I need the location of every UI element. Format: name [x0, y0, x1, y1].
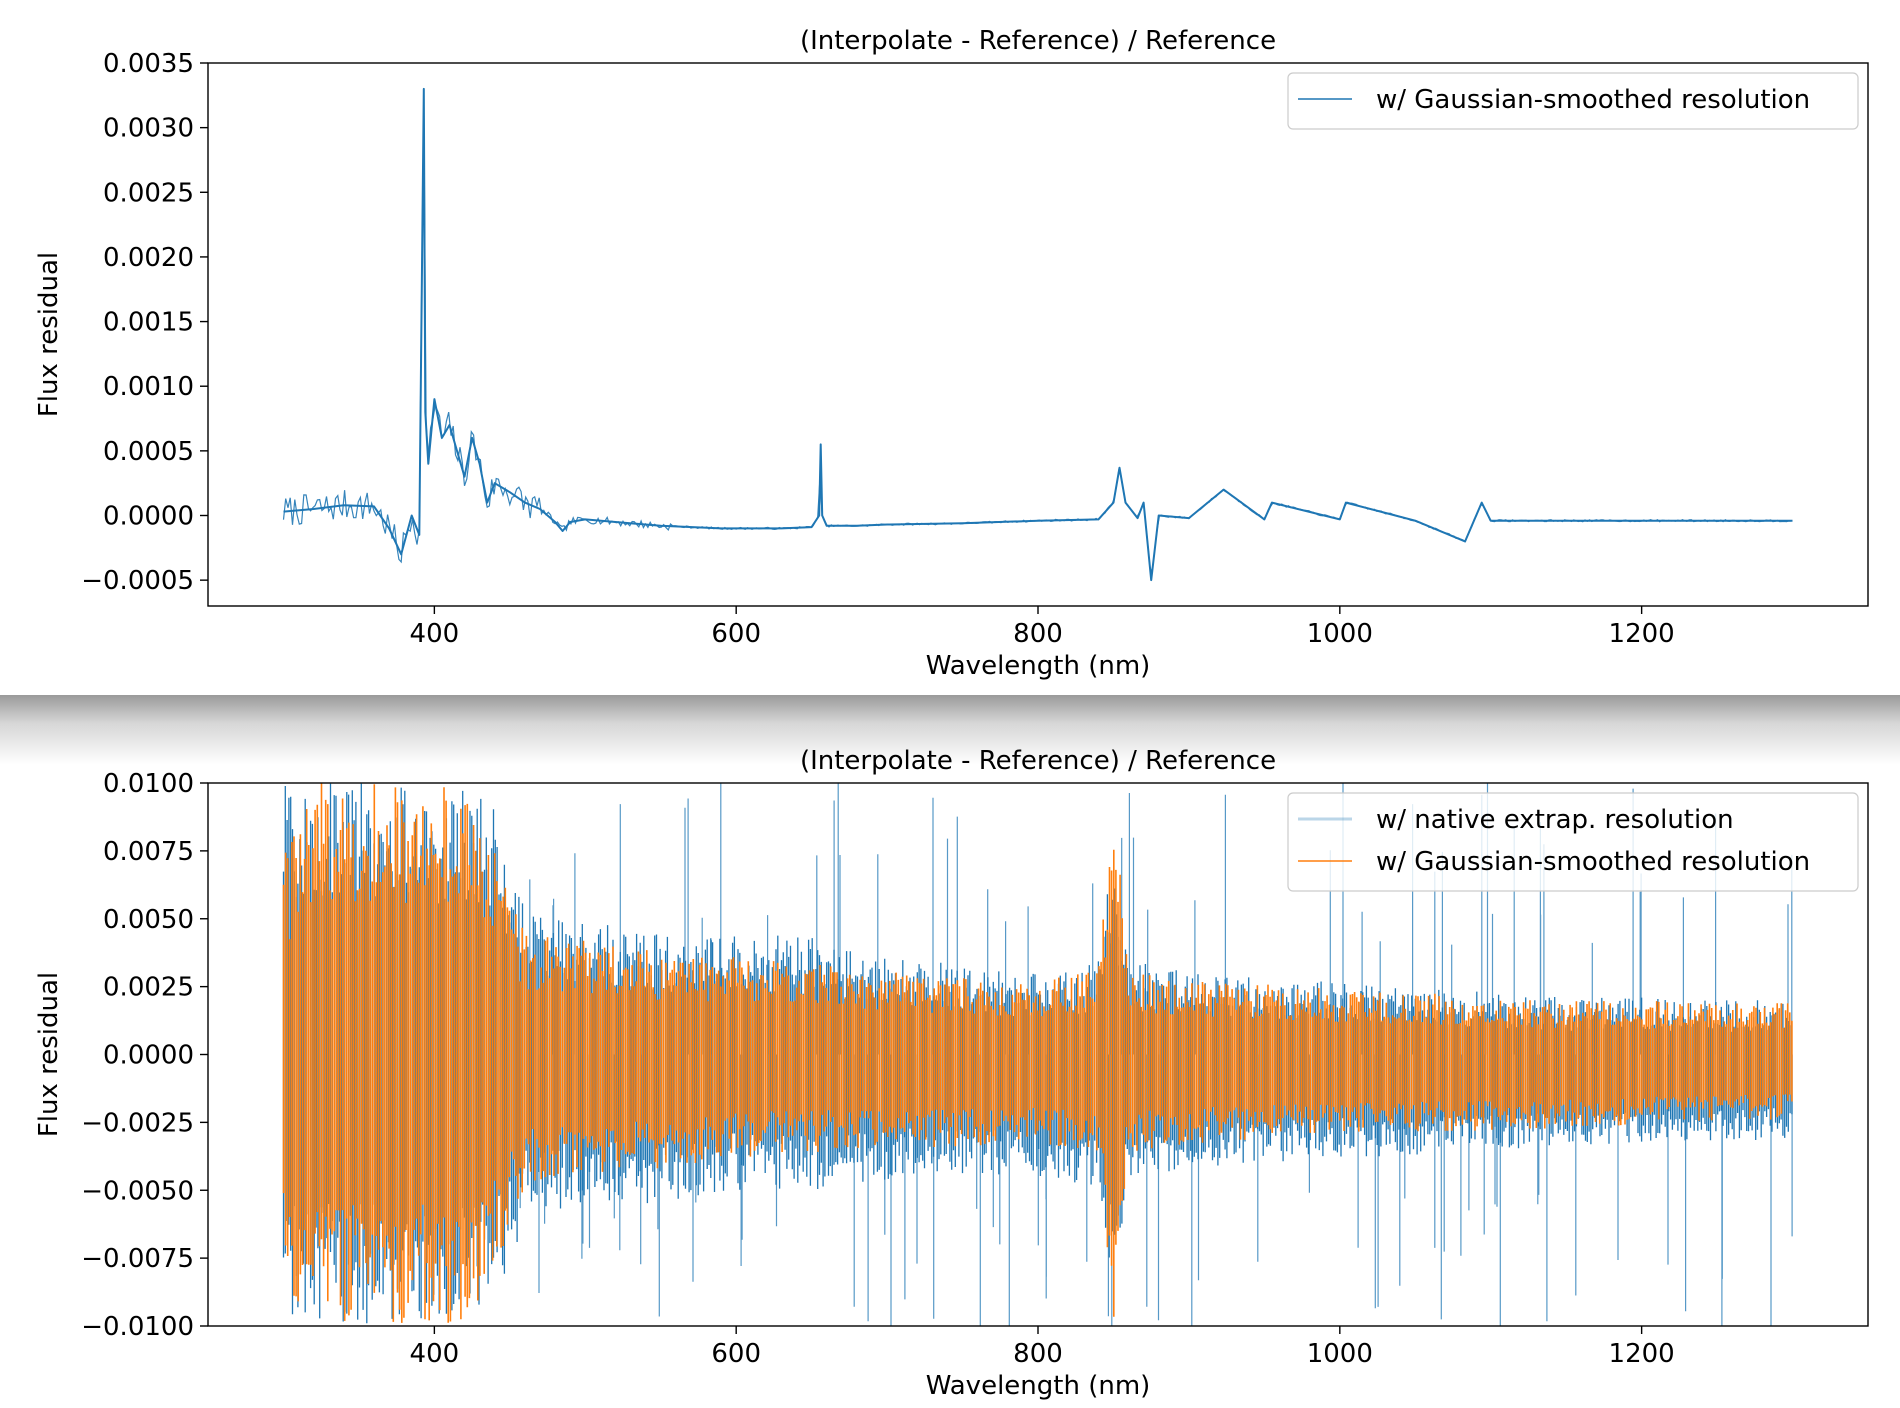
- y-tick-label: 0.0025: [103, 973, 194, 1003]
- x-tick-label: 400: [410, 1339, 460, 1369]
- y-tick-label: 0.0015: [103, 308, 194, 338]
- x-axis-label: Wavelength (nm): [926, 1371, 1151, 1401]
- y-tick-label: 0.0005: [103, 437, 194, 467]
- chart-title: (Interpolate - Reference) / Reference: [800, 748, 1276, 776]
- x-tick-label: 600: [711, 619, 761, 649]
- y-tick-label: 0.0020: [103, 243, 194, 273]
- screenshot-divider: [0, 695, 1900, 765]
- chart-top: (Interpolate - Reference) / Reference Wav…: [34, 26, 1869, 681]
- plot-frame: [207, 782, 1869, 1327]
- series-gaussian-smoothed: [282, 783, 1793, 1323]
- y-tick-label: 0.0100: [103, 769, 194, 799]
- series-noise-gaussian: [282, 99, 1792, 574]
- y-axis-label: Flux residual: [34, 972, 64, 1137]
- legend-label: w/ Gaussian-smoothed resolution: [1376, 847, 1810, 877]
- y-tick-label: −0.0025: [81, 1108, 194, 1138]
- legend-label: w/ native extrap. resolution: [1376, 805, 1734, 835]
- x-tick-label: 1000: [1307, 619, 1373, 649]
- y-tick-label: 0.0075: [103, 837, 194, 867]
- x-tick-label: 1000: [1307, 1339, 1373, 1369]
- chart-title: (Interpolate - Reference) / Reference: [800, 26, 1276, 56]
- y-tick-label: −0.0075: [81, 1244, 194, 1274]
- y-tick-label: 0.0000: [103, 502, 194, 532]
- x-axis-label: Wavelength (nm): [926, 651, 1151, 681]
- x-tick-label: 600: [711, 1339, 761, 1369]
- y-axis-label: Flux residual: [34, 252, 64, 417]
- y-tick-label: −0.0050: [81, 1176, 194, 1206]
- legend-label: w/ Gaussian-smoothed resolution: [1376, 85, 1810, 115]
- chart-bottom: (Interpolate - Reference) / Reference Wav…: [34, 748, 1869, 1401]
- x-tick-label: 1200: [1609, 619, 1675, 649]
- plot-area: [282, 783, 1793, 1326]
- y-tick-label: 0.0030: [103, 114, 194, 144]
- y-tick-label: 0.0010: [103, 372, 194, 402]
- y-tick-label: 0.0000: [103, 1041, 194, 1071]
- y-tick-label: 0.0050: [103, 905, 194, 935]
- x-tick-label: 800: [1013, 1339, 1063, 1369]
- plot-frame: [207, 62, 1869, 607]
- y-tick-label: −0.0100: [81, 1312, 194, 1342]
- y-tick-label: −0.0005: [81, 566, 194, 596]
- legend-box: [1287, 792, 1859, 892]
- legend-box: [1287, 72, 1859, 130]
- y-tick-label: 0.0025: [103, 178, 194, 208]
- x-tick-label: 800: [1013, 619, 1063, 649]
- y-tick-label: 0.0035: [103, 49, 194, 79]
- x-tick-label: 400: [410, 619, 460, 649]
- x-tick-label: 1200: [1609, 1339, 1675, 1369]
